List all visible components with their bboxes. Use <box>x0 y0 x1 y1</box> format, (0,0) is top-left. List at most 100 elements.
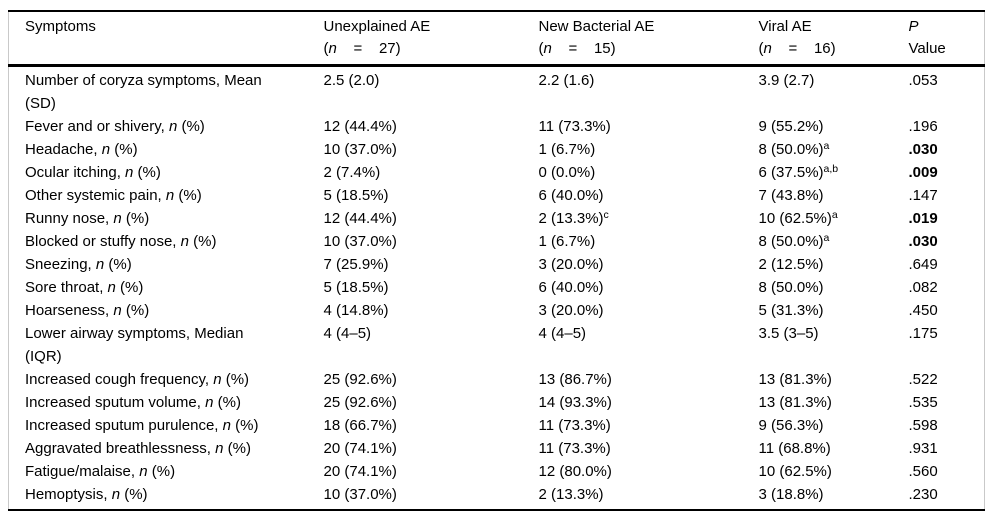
p-value: .175 <box>908 325 938 342</box>
symptom-label: Other systemic pain, n (%) <box>25 187 202 204</box>
value-viral-ae: 7 (43.8%) <box>758 187 824 204</box>
table-row: Number of coryza symptoms, Mean (SD) 2.5 (… <box>9 66 985 116</box>
p-value: .560 <box>908 463 938 480</box>
value-viral-ae: 5 (31.3%) <box>758 302 824 319</box>
symptom-label: Fever and or shivery, n (%) <box>25 118 205 135</box>
symptom-label: Ocular itching, n (%) <box>25 164 161 181</box>
value-unexplained-ae: 25 (92.6%) <box>323 394 397 411</box>
table-row: Increased sputum purulence, n (%) 18 (66.… <box>9 414 985 437</box>
table-row: Ocular itching, n (%) 2 (7.4%) 0 (0.0%) 6 (… <box>9 161 985 184</box>
symptom-label: Sneezing, n (%) <box>25 256 132 273</box>
value-viral-ae: 3.5 (3–5) <box>758 325 819 342</box>
p-value: .450 <box>908 302 938 319</box>
value-unexplained-ae: 10 (37.0%) <box>323 141 397 158</box>
value-unexplained-ae: 4 (14.8%) <box>323 302 389 319</box>
p-value: .196 <box>908 118 938 135</box>
table-row: Blocked or stuffy nose, n (%) 10 (37.0%) 1… <box>9 230 985 253</box>
symptom-label: Increased cough frequency, n (%) <box>25 371 250 388</box>
table-row: Other systemic pain, n (%) 5 (18.5%) 6 (40… <box>9 184 985 207</box>
table-row: Hemoptysis, n (%) 10 (37.0%) 2 (13.3%) 3 (1… <box>9 483 985 510</box>
value-unexplained-ae: 25 (92.6%) <box>323 371 397 388</box>
table-row: Runny nose, n (%) 12 (44.4%) 2 (13.3%)c 10 … <box>9 207 985 230</box>
value-unexplained-ae: 20 (74.1%) <box>323 440 397 457</box>
value-new-bacterial-ae: 0 (0.0%) <box>538 164 596 181</box>
value-new-bacterial-ae: 2.2 (1.6) <box>538 72 595 89</box>
value-unexplained-ae: 4 (4–5) <box>323 325 372 342</box>
p-value: .009 <box>908 164 938 181</box>
value-viral-ae: 13 (81.3%) <box>758 394 832 411</box>
p-value: .535 <box>908 394 938 411</box>
value-unexplained-ae: 12 (44.4%) <box>323 118 397 135</box>
table-header: Symptoms Unexplained AE (n = 27) New Bacter… <box>8 11 985 67</box>
header-row: Symptoms Unexplained AE (n = 27) New Bacter… <box>8 11 985 67</box>
p-value: .931 <box>908 440 938 457</box>
table-row: Headache, n (%) 10 (37.0%) 1 (6.7%) 8 (50.0… <box>9 138 985 161</box>
value-new-bacterial-ae: 14 (93.3%) <box>538 394 612 411</box>
value-viral-ae: 10 (62.5%)a <box>758 209 838 227</box>
p-value: .522 <box>908 371 938 388</box>
p-value: .030 <box>908 233 938 250</box>
table-row: Fatigue/malaise, n (%) 20 (74.1%) 12 (80.0… <box>9 460 985 483</box>
value-new-bacterial-ae: 6 (40.0%) <box>538 187 604 204</box>
symptoms-table-container: Symptoms Unexplained AE (n = 27) New Bacter… <box>8 10 985 511</box>
p-value: .230 <box>908 486 938 503</box>
p-value: .649 <box>908 256 938 273</box>
table-row: Sore throat, n (%) 5 (18.5%) 6 (40.0%) 8 (5… <box>9 276 985 299</box>
value-new-bacterial-ae: 11 (73.3%) <box>538 440 611 457</box>
value-new-bacterial-ae: 1 (6.7%) <box>538 141 596 158</box>
value-viral-ae: 3 (18.8%) <box>758 486 824 503</box>
symptom-label: Number of coryza symptoms, Mean (SD) <box>25 72 262 112</box>
symptom-label: Increased sputum purulence, n (%) <box>25 417 259 434</box>
table-row: Hoarseness, n (%) 4 (14.8%) 3 (20.0%) 5 (31… <box>9 299 985 322</box>
value-unexplained-ae: 5 (18.5%) <box>323 279 389 296</box>
value-viral-ae: 8 (50.0%)a <box>758 232 830 250</box>
p-value: .082 <box>908 279 938 296</box>
table-body: Number of coryza symptoms, Mean (SD) 2.5 (… <box>9 66 985 511</box>
value-new-bacterial-ae: 4 (4–5) <box>538 325 587 342</box>
value-viral-ae: 10 (62.5%) <box>758 463 832 480</box>
column-header-p-value: P Value <box>908 11 985 67</box>
value-new-bacterial-ae: 2 (13.3%) <box>538 486 604 503</box>
table-row: Fever and or shivery, n (%) 12 (44.4%) 11 … <box>9 115 985 138</box>
value-new-bacterial-ae: 3 (20.0%) <box>538 302 604 319</box>
table-row: Aggravated breathlessness, n (%) 20 (74.1… <box>9 437 985 460</box>
symptom-label: Sore throat, n (%) <box>25 279 144 296</box>
symptom-label: Lower airway symptoms, Median (IQR) <box>25 325 244 365</box>
p-value: .030 <box>908 141 938 158</box>
value-new-bacterial-ae: 11 (73.3%) <box>538 417 611 434</box>
value-viral-ae: 3.9 (2.7) <box>758 72 815 89</box>
value-viral-ae: 2 (12.5%) <box>758 256 824 273</box>
symptom-label: Fatigue/malaise, n (%) <box>25 463 176 480</box>
value-new-bacterial-ae: 12 (80.0%) <box>538 463 612 480</box>
column-header-unexplained-ae: Unexplained AE (n = 27) <box>323 11 539 67</box>
p-value: .598 <box>908 417 938 434</box>
table-row: Increased sputum volume, n (%) 25 (92.6%)… <box>9 391 985 414</box>
value-unexplained-ae: 12 (44.4%) <box>323 210 397 227</box>
value-unexplained-ae: 2.5 (2.0) <box>323 72 380 89</box>
column-header-symptoms: Symptoms <box>8 11 324 67</box>
symptoms-table: Symptoms Unexplained AE (n = 27) New Bacter… <box>8 10 985 511</box>
symptom-label: Aggravated breathlessness, n (%) <box>25 440 251 457</box>
p-value: .053 <box>908 72 938 89</box>
table-row: Increased cough frequency, n (%) 25 (92.6… <box>9 368 985 391</box>
value-viral-ae: 9 (55.2%) <box>758 118 824 135</box>
value-viral-ae: 6 (37.5%)a,b <box>758 163 839 181</box>
symptom-label: Hoarseness, n (%) <box>25 302 150 319</box>
value-unexplained-ae: 7 (25.9%) <box>323 256 389 273</box>
table-row: Lower airway symptoms, Median (IQR) 4 (4–5… <box>9 322 985 368</box>
value-new-bacterial-ae: 3 (20.0%) <box>538 256 604 273</box>
symptom-label: Increased sputum volume, n (%) <box>25 394 241 411</box>
value-viral-ae: 13 (81.3%) <box>758 371 832 388</box>
symptom-label: Hemoptysis, n (%) <box>25 486 148 503</box>
column-header-new-bacterial-ae: New Bacterial AE (n = 15) <box>538 11 759 67</box>
p-value: .019 <box>908 210 938 227</box>
value-unexplained-ae: 20 (74.1%) <box>323 463 397 480</box>
column-header-viral-ae: Viral AE (n = 16) <box>758 11 909 67</box>
value-unexplained-ae: 10 (37.0%) <box>323 486 397 503</box>
value-unexplained-ae: 5 (18.5%) <box>323 187 389 204</box>
table-row: Sneezing, n (%) 7 (25.9%) 3 (20.0%) 2 (12.5… <box>9 253 985 276</box>
value-new-bacterial-ae: 11 (73.3%) <box>538 118 611 135</box>
value-unexplained-ae: 2 (7.4%) <box>323 164 381 181</box>
symptom-label: Runny nose, n (%) <box>25 210 150 227</box>
